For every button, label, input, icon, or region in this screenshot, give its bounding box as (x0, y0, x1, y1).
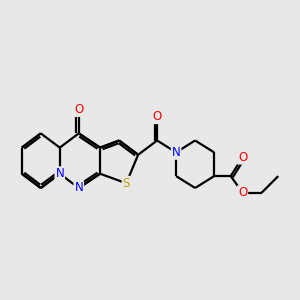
Text: O: O (152, 110, 162, 123)
Text: O: O (74, 103, 83, 116)
Text: N: N (74, 182, 83, 194)
Text: O: O (238, 151, 247, 164)
Text: S: S (123, 177, 130, 190)
Text: N: N (172, 146, 181, 159)
Text: N: N (56, 167, 64, 180)
Text: O: O (238, 186, 247, 199)
